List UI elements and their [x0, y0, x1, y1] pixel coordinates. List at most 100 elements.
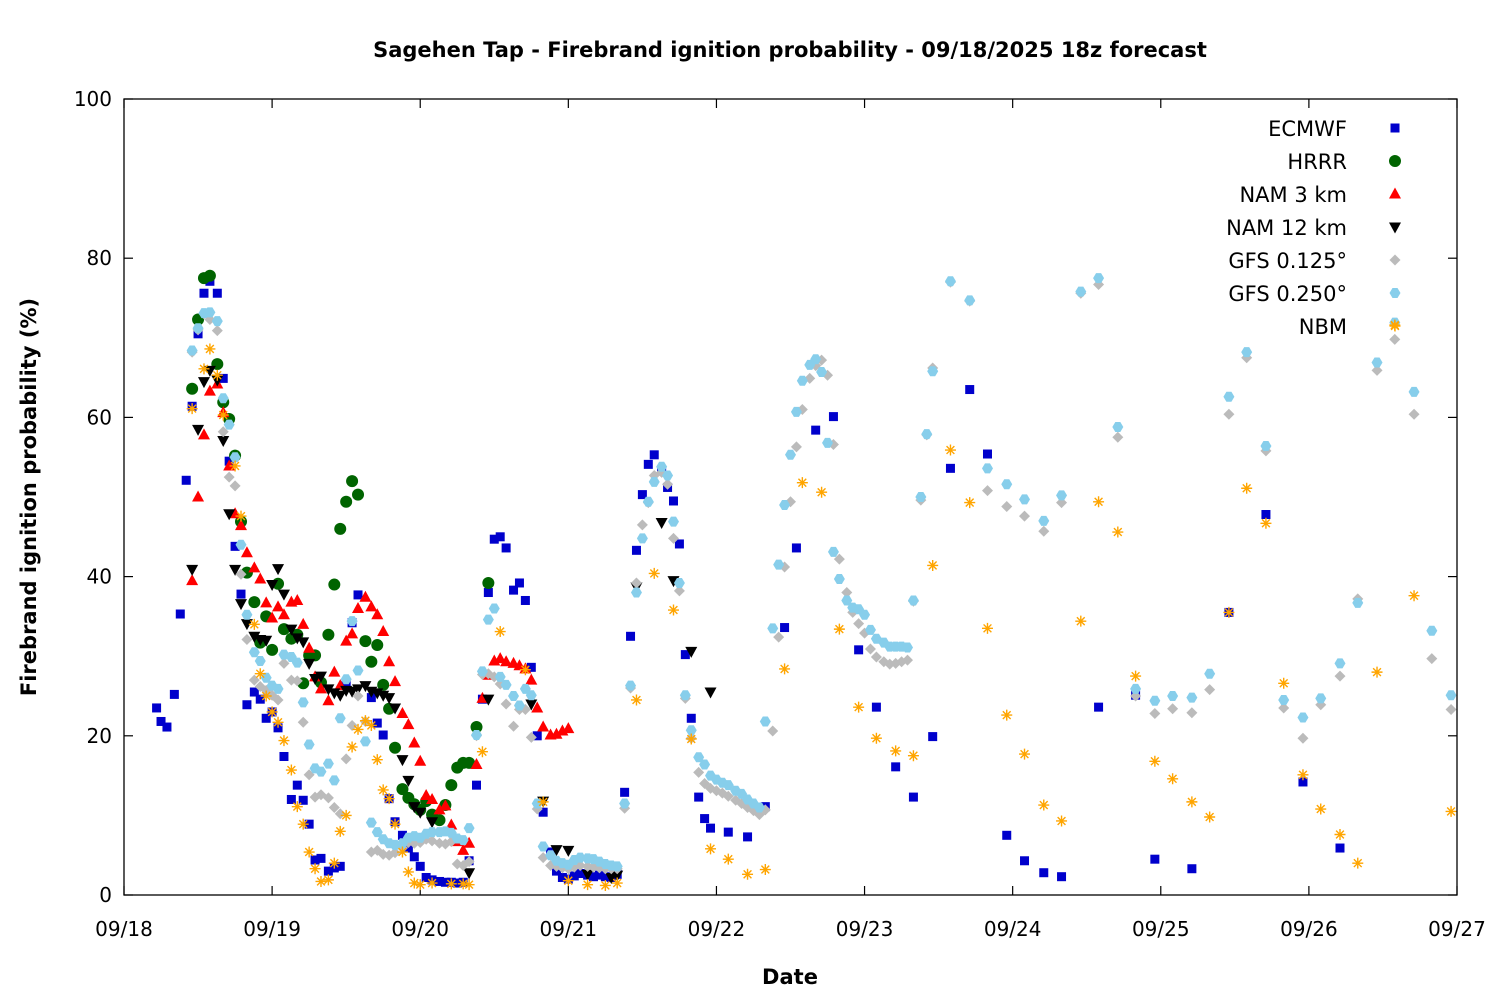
ecmwf-point [575, 869, 585, 879]
gfs-0-250-point [1186, 692, 1198, 703]
nam-3-km-point [260, 596, 273, 608]
hrrr-point [322, 628, 335, 641]
nbm-point [648, 567, 660, 579]
nam-3-km-point [562, 722, 575, 734]
legend-label-nam-12-km: NAM 12 km [1226, 216, 1347, 240]
ecmwf-point [965, 385, 975, 395]
gfs-0-250-point [1001, 479, 1013, 490]
gfs-0-250-point [340, 674, 352, 685]
gfs-0-125-point [235, 568, 247, 580]
nbm-point [1186, 796, 1198, 808]
hrrr-point [186, 382, 199, 395]
x-tick-label: 09/20 [391, 917, 449, 941]
ecmwf-point [706, 823, 716, 833]
gfs-0-125-point [328, 801, 340, 813]
gfs-0-125-point [322, 792, 334, 804]
gfs-0-250-point [346, 616, 358, 627]
nam-3-km-point [346, 627, 359, 639]
nbm-point [927, 559, 939, 571]
gfs-0-250-point [611, 861, 623, 872]
nbm-point [204, 343, 216, 355]
ecmwf-point [891, 762, 901, 772]
ecmwf-point [261, 713, 271, 723]
x-tick-label: 09/27 [1428, 917, 1486, 941]
legend-marker-nam-3-km [1389, 187, 1401, 199]
nam-3-km-point [240, 546, 253, 558]
hrrr-point [377, 678, 390, 691]
gfs-0-250-point [642, 496, 654, 507]
gfs-0-250-point [921, 429, 933, 440]
ecmwf-point [316, 853, 326, 863]
gfs-0-250-point [816, 367, 828, 378]
ecmwf-point [242, 700, 252, 710]
nbm-point [402, 866, 414, 878]
hrrr-point [340, 495, 353, 508]
nbm-point [1019, 748, 1031, 760]
nam-12-km-point [223, 509, 236, 521]
gfs-0-250-point [722, 780, 734, 791]
ecmwf-point [304, 819, 314, 829]
gfs-0-250-point [241, 609, 253, 620]
hrrr-point [346, 475, 359, 488]
gfs-0-250-point [359, 736, 371, 747]
gfs-0-125-point [1297, 732, 1309, 744]
nbm-point [377, 784, 389, 796]
ecmwf-point [631, 545, 641, 555]
y-tick-label: 80 [87, 246, 112, 270]
gfs-0-250-point [753, 802, 765, 813]
ecmwf-point [452, 878, 462, 888]
nbm-point [870, 732, 882, 744]
legend-label-nam-3-km: NAM 3 km [1239, 183, 1347, 207]
gfs-0-250-point [476, 666, 488, 677]
nam-12-km-point [352, 684, 365, 696]
ecmwf-point [1002, 830, 1012, 840]
gfs-0-250-point [648, 476, 660, 487]
gfs-0-250-point [662, 470, 674, 481]
data-points [152, 269, 1457, 891]
nbm-point [328, 857, 340, 869]
gfs-0-250-point [907, 595, 919, 606]
y-tick-label: 60 [87, 405, 112, 429]
gfs-0-125-point [870, 651, 882, 663]
gfs-0-125-point [636, 519, 648, 531]
nbm-point [463, 879, 475, 891]
nam-3-km-point [352, 601, 365, 613]
x-tick-label: 09/25 [1132, 917, 1190, 941]
gfs-0-250-point [471, 730, 483, 741]
nbm-point [1130, 670, 1142, 682]
ecmwf-point [600, 872, 610, 882]
gfs-0-125-point [217, 426, 229, 438]
y-tick-label: 0 [99, 883, 112, 907]
gfs-0-250-point [679, 690, 691, 701]
gfs-0-250-point [833, 573, 845, 584]
ecmwf-point [871, 702, 881, 712]
nbm-point [562, 875, 574, 887]
nbm-point [315, 875, 327, 887]
hrrr-point [203, 269, 216, 282]
nam-12-km-point [266, 580, 279, 592]
nbm-point [260, 690, 272, 702]
ecmwf-point [353, 590, 363, 600]
ecmwf-point [743, 832, 753, 842]
ecmwf-point [594, 870, 604, 880]
ecmwf-point [1261, 510, 1271, 520]
nbm-point [217, 409, 229, 421]
nbm-point [611, 877, 623, 889]
x-axis-label: Date [762, 965, 818, 989]
nbm-point [907, 750, 919, 762]
ecmwf-point [680, 650, 690, 660]
gfs-0-125-point [291, 675, 303, 687]
ecmwf-point [526, 662, 536, 672]
ecmwf-point [569, 871, 579, 881]
nam-3-km-point [525, 673, 538, 685]
legend-marker-gfs-0-125 [1389, 254, 1401, 266]
nbm-point [494, 626, 506, 638]
ecmwf-point [643, 459, 653, 469]
hrrr-point [359, 635, 372, 648]
gfs-0-250-point [1241, 347, 1253, 358]
gfs-0-250-point [463, 823, 475, 834]
gfs-0-250-point [1315, 693, 1327, 704]
nam-12-km-point [186, 564, 199, 576]
ecmwf-point [780, 623, 790, 633]
gfs-0-125-point [1371, 364, 1383, 376]
